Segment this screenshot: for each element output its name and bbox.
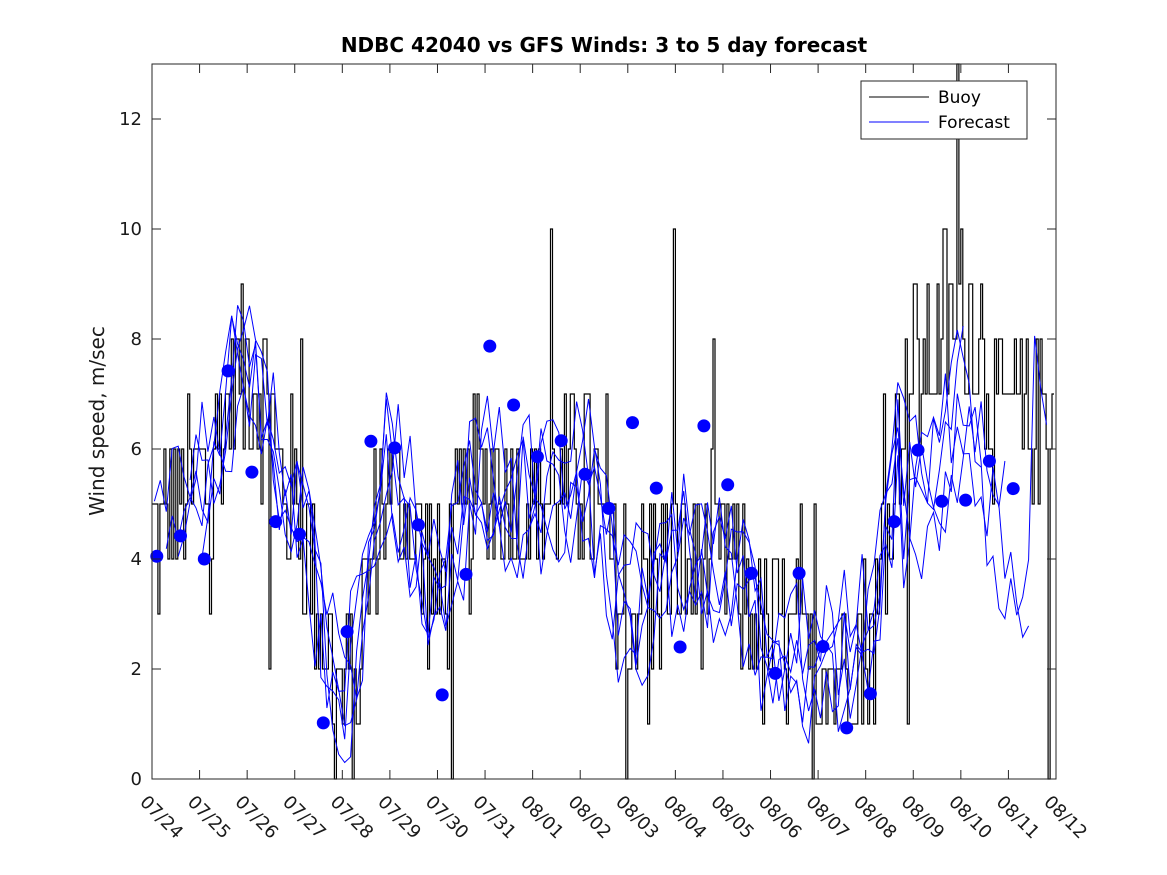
x-tick-label: 07/27 <box>278 792 330 844</box>
forecast-point <box>602 501 616 515</box>
forecast-point <box>174 529 187 543</box>
y-axis: 0 2 4 6 8 10 12 <box>119 109 1056 790</box>
plot-area-frame <box>151 63 1057 780</box>
x-tick-label: 08/12 <box>1039 792 1091 844</box>
forecast-point <box>293 527 306 541</box>
x-tick-label: 08/04 <box>659 792 711 844</box>
forecast-point <box>1006 482 1020 496</box>
forecast-point <box>364 434 378 448</box>
forecast-point <box>530 450 544 464</box>
forecast-series-line <box>153 305 964 727</box>
y-tick-label: 12 <box>119 109 142 130</box>
legend-forecast-label: Forecast <box>938 113 1010 133</box>
forecast-point <box>197 552 211 566</box>
x-tick-label: 07/29 <box>373 792 425 844</box>
forecast-point <box>959 493 973 507</box>
forecast-point <box>840 721 854 735</box>
y-tick-label: 0 <box>131 769 142 790</box>
forecast-point <box>269 515 283 529</box>
x-tick-label: 08/03 <box>611 792 663 844</box>
series-layer <box>152 63 1054 780</box>
y-axis-label: Wind speed, m/sec <box>85 326 109 516</box>
x-tick-label: 08/08 <box>849 792 901 844</box>
y-tick-label: 8 <box>131 329 142 350</box>
forecast-point <box>340 625 354 639</box>
y-tick-label: 2 <box>131 659 142 680</box>
forecast-point <box>792 566 806 580</box>
forecast-series-line <box>177 354 1006 719</box>
forecast-point <box>578 467 592 481</box>
x-tick-label: 08/10 <box>944 792 996 844</box>
forecast-point <box>697 419 711 433</box>
forecast-point <box>935 494 949 508</box>
x-tick-label: 07/24 <box>135 792 187 844</box>
x-tick-label: 08/11 <box>992 792 1044 844</box>
forecast-point <box>863 687 877 701</box>
legend: Buoy Forecast <box>860 80 1028 140</box>
x-tick-label: 07/28 <box>326 792 378 844</box>
forecast-point <box>768 666 782 680</box>
x-tick-label: 08/06 <box>754 792 806 844</box>
x-tick-label: 08/05 <box>706 792 758 844</box>
x-tick-label: 07/25 <box>183 792 235 844</box>
forecast-point <box>150 549 164 563</box>
x-tick-label: 07/31 <box>469 792 521 844</box>
y-tick-label: 6 <box>131 439 142 460</box>
forecast-point <box>721 478 735 492</box>
forecast-point <box>649 481 663 495</box>
forecast-point <box>316 716 330 730</box>
forecast-point <box>245 465 259 479</box>
forecast-point <box>459 567 473 581</box>
x-tick-label: 07/26 <box>231 792 283 844</box>
forecast-point <box>982 454 996 468</box>
forecast-points-layer <box>150 339 1020 735</box>
forecast-point <box>507 398 521 412</box>
forecast-series-line <box>165 315 982 740</box>
forecast-series-line <box>201 316 1047 764</box>
y-tick-label: 10 <box>119 219 142 240</box>
x-tick-label: 08/01 <box>516 792 568 844</box>
buoy-series-line <box>152 63 1054 780</box>
forecast-point <box>911 443 925 457</box>
legend-box <box>860 80 1028 140</box>
forecast-point <box>626 416 639 430</box>
x-tick-label: 07/30 <box>421 792 473 844</box>
forecast-point <box>554 434 568 448</box>
x-tick-label: 08/09 <box>897 792 949 844</box>
legend-buoy-label: Buoy <box>938 88 981 108</box>
forecast-point <box>411 518 425 532</box>
forecast-point <box>388 441 402 455</box>
forecast-point <box>435 688 449 702</box>
forecast-series-line <box>189 305 1030 744</box>
chart-title: NDBC 42040 vs GFS Winds: 3 to 5 day fore… <box>341 33 868 57</box>
forecast-point <box>745 566 758 580</box>
x-axis: 07/2407/2507/2607/2707/2807/2907/3007/31… <box>135 64 1091 843</box>
forecast-point <box>673 640 687 654</box>
forecast-point <box>221 364 235 378</box>
x-tick-label: 08/02 <box>564 792 616 844</box>
x-tick-label: 08/07 <box>802 792 854 844</box>
forecast-point <box>816 640 830 653</box>
y-tick-label: 4 <box>131 549 142 570</box>
forecast-point <box>887 515 901 529</box>
forecast-point <box>483 339 497 353</box>
